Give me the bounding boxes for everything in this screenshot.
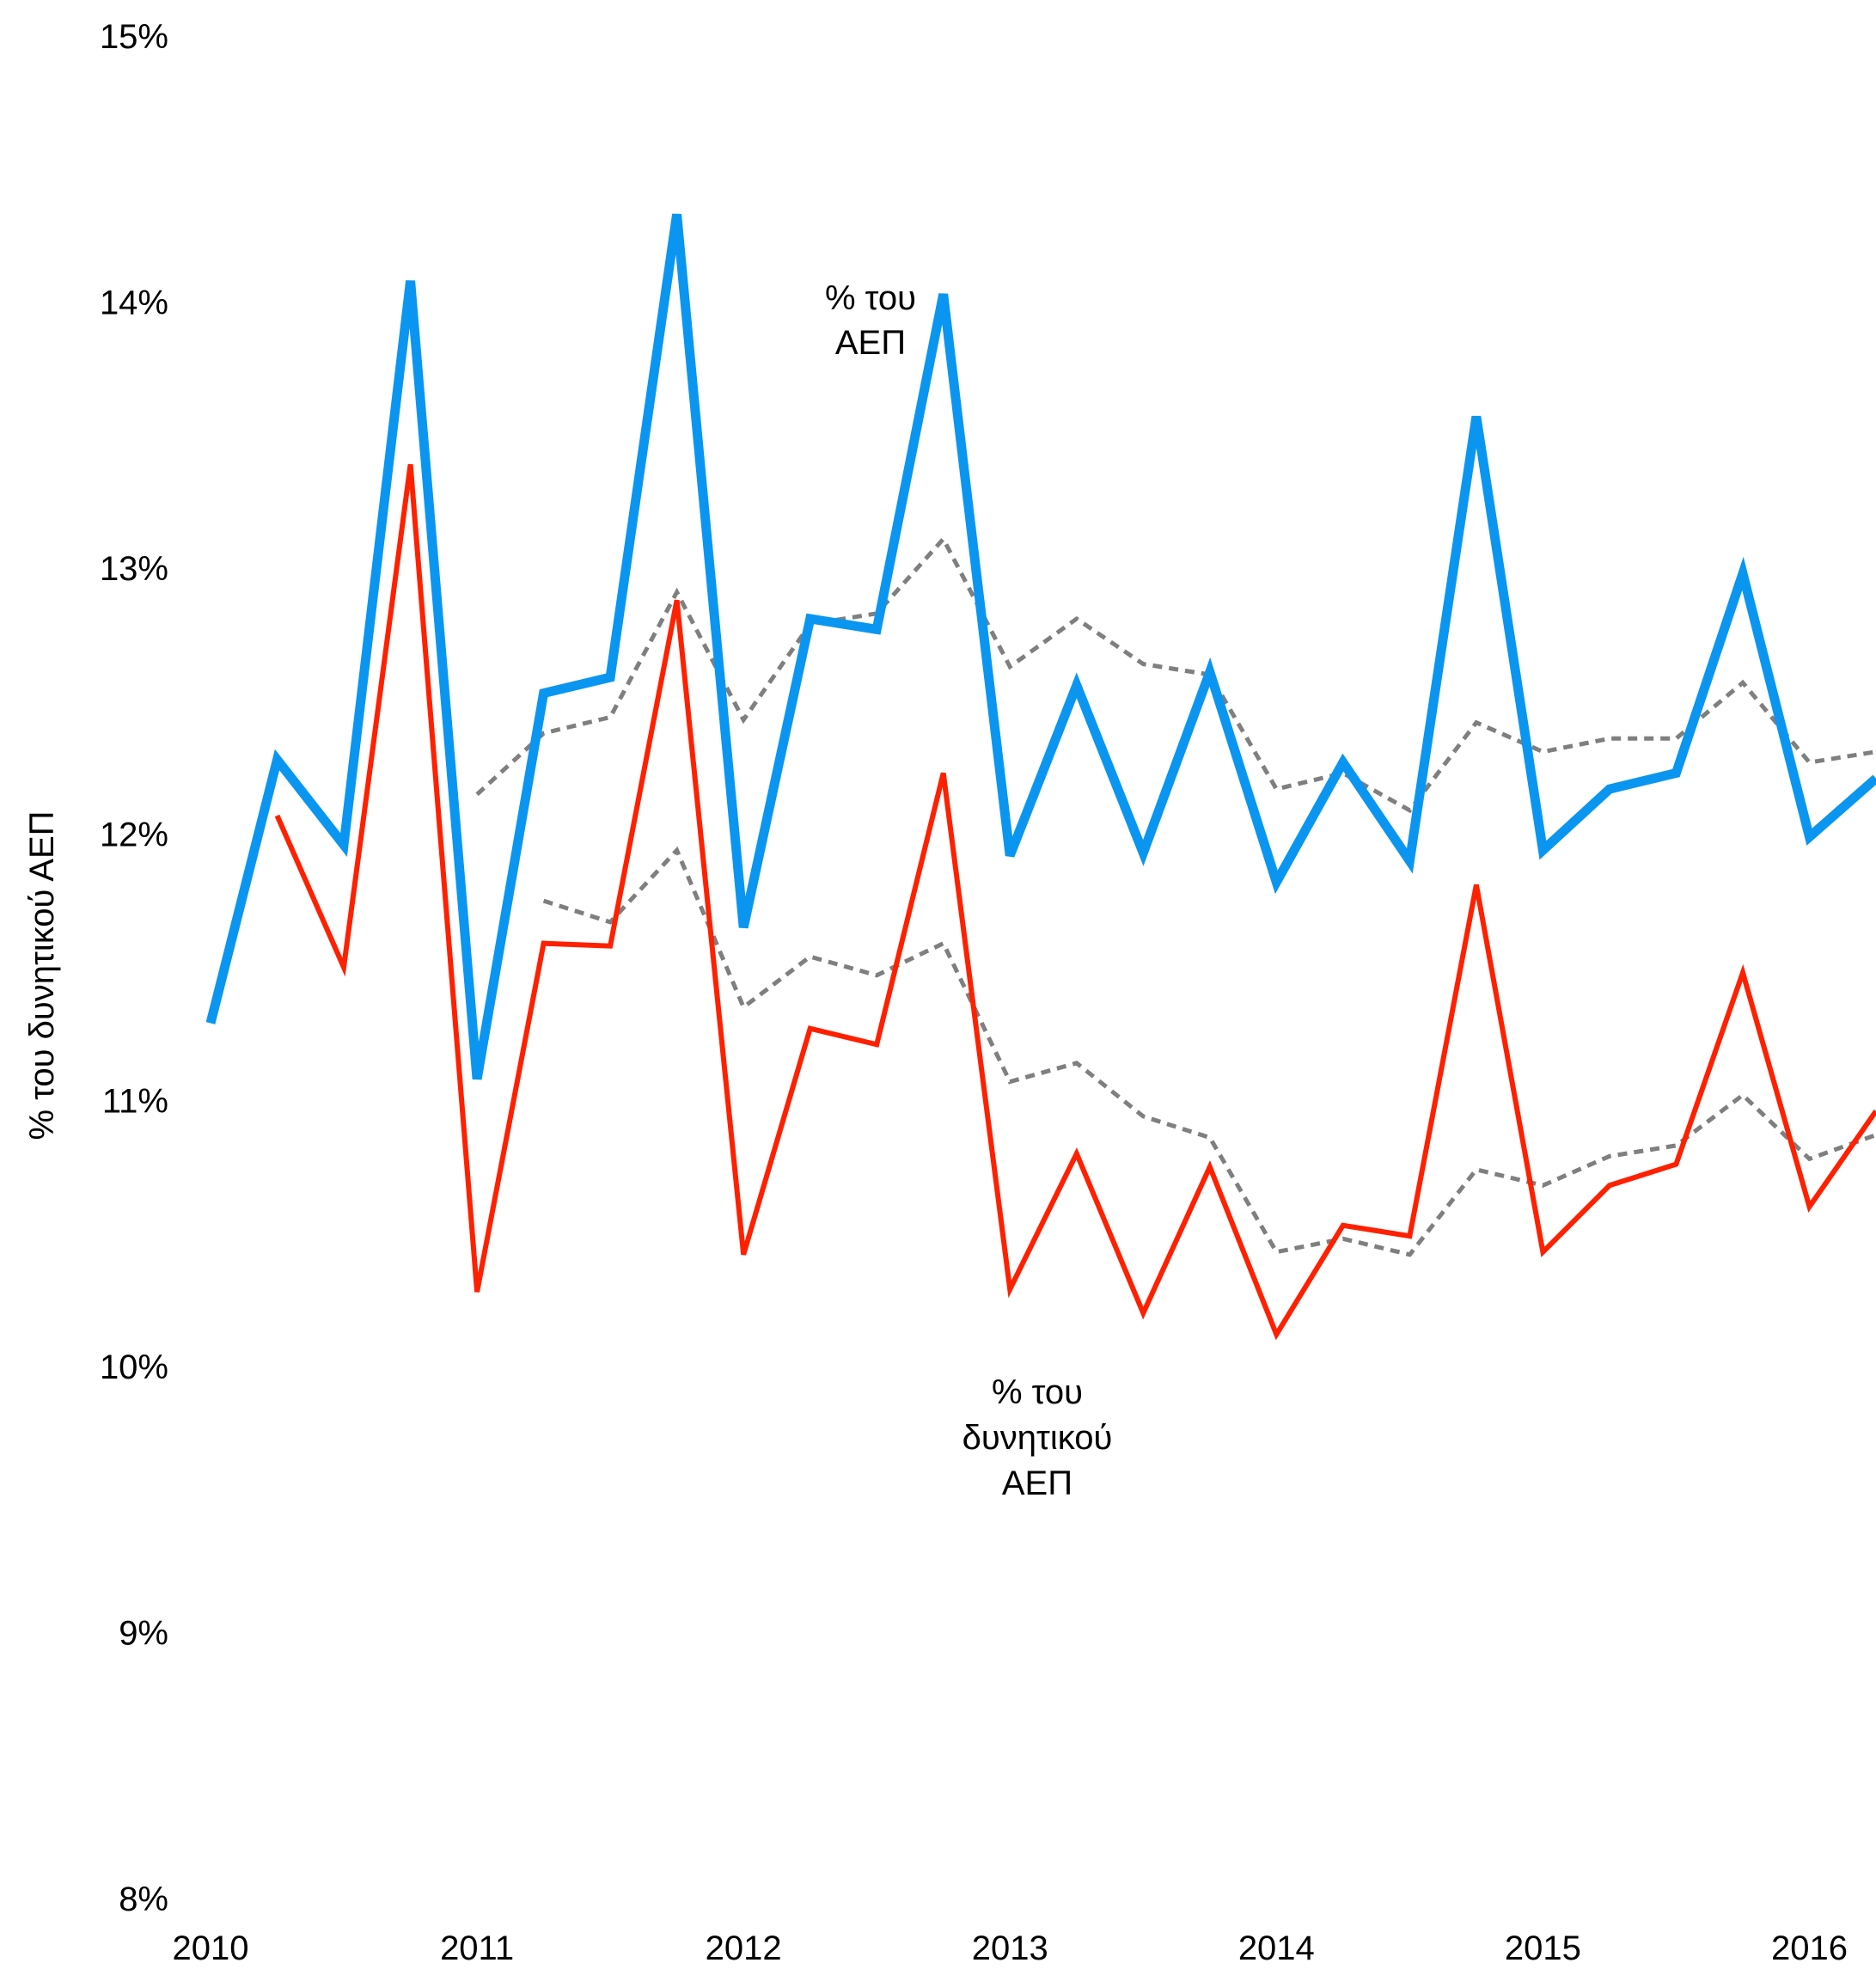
x-tick-label: 2011 [440, 1929, 514, 1967]
annotations: % του ΑΕΠ % του δυνητικού ΑΕΠ [825, 279, 1112, 1502]
y-axis-title: % του δυνητικού ΑΕΠ [23, 810, 61, 1140]
x-tick-label: 2015 [1505, 1929, 1581, 1967]
annotation-label-2: % του δυνητικού ΑΕΠ [962, 1373, 1113, 1502]
x-tick-label: 2013 [972, 1929, 1048, 1967]
y-tick-label: 9% [119, 1614, 168, 1652]
series-layer [205, 213, 1876, 1341]
y-tick-label: 11% [102, 1082, 168, 1120]
annotation-line: ΑΕΠ [1002, 1465, 1072, 1502]
y-axis-ticks: 15% 14% 13% 12% 11% 10% 9% 8% [100, 18, 168, 1918]
y-tick-label: 15% [100, 18, 168, 56]
y-tick-label: 8% [119, 1880, 168, 1918]
series-line-dashed-2 [475, 535, 1876, 814]
annotation-line: δυνητικού [962, 1419, 1113, 1457]
y-tick-label: 10% [100, 1348, 168, 1386]
x-tick-label: 2016 [1771, 1929, 1848, 1967]
series-line-dashed-3 [542, 846, 1876, 1257]
series-line-0 [205, 213, 1876, 1080]
x-axis-ticks: 2010 2011 2012 2013 2014 2015 2016 [173, 1929, 1848, 1967]
annotation-line: % του [825, 279, 916, 317]
series-line-1 [274, 464, 1876, 1341]
annotation-line: ΑΕΠ [835, 324, 906, 362]
x-tick-label: 2010 [173, 1929, 249, 1967]
y-tick-label: 14% [100, 284, 168, 322]
y-tick-label: 12% [100, 816, 168, 854]
x-tick-label: 2012 [706, 1929, 782, 1967]
annotation-line: % του [992, 1373, 1083, 1411]
annotation-label-1: % του ΑΕΠ [825, 279, 916, 362]
x-tick-label: 2014 [1238, 1929, 1315, 1967]
y-tick-label: 13% [100, 550, 168, 588]
